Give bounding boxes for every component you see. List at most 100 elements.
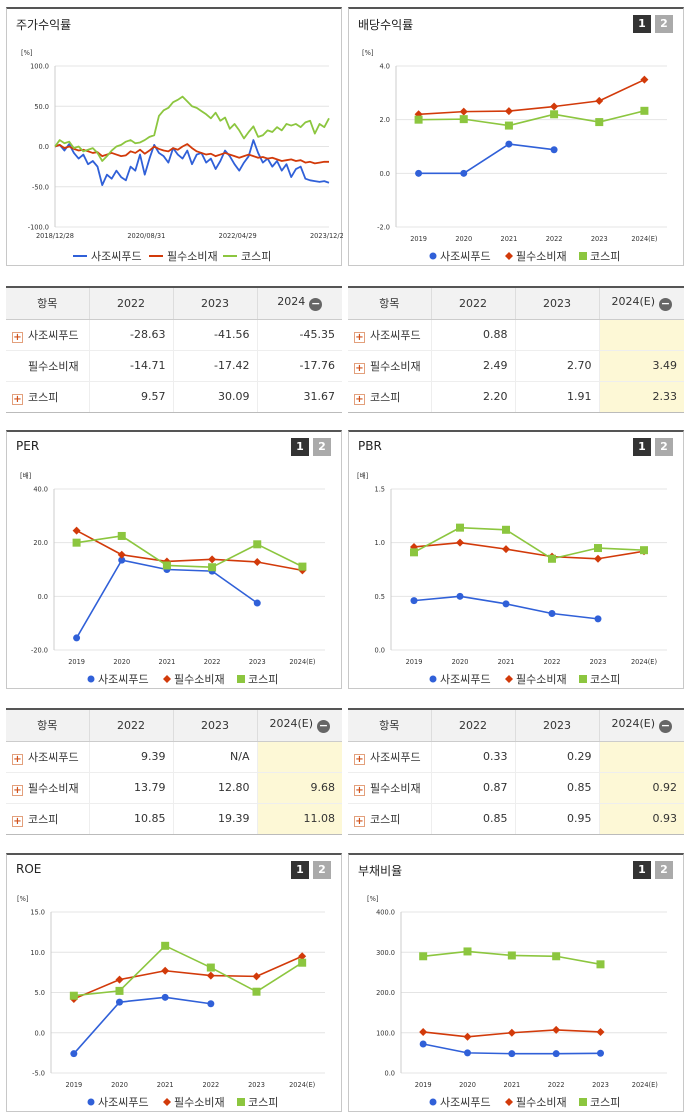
table-cell bbox=[257, 741, 342, 773]
x-tick-label: 2024(E) bbox=[631, 235, 657, 243]
table-cell: 9.68 bbox=[257, 772, 342, 804]
data-point bbox=[207, 1000, 215, 1008]
data-point bbox=[508, 1050, 516, 1058]
series-line bbox=[73, 945, 303, 997]
y-tick-label: 40.0 bbox=[33, 486, 48, 494]
table-row: + 코스피 0.85 0.95 0.93 bbox=[348, 803, 684, 834]
chart-toggle-2-button[interactable]: 2 bbox=[655, 438, 673, 456]
y-tick-label: 100.0 bbox=[30, 63, 49, 71]
data-point bbox=[117, 531, 126, 540]
table-cell: 0.93 bbox=[599, 803, 684, 834]
x-tick-label: 2024(E) bbox=[631, 658, 657, 666]
data-point bbox=[206, 971, 215, 980]
data-point bbox=[252, 987, 261, 996]
x-tick-label: 2023/12/28 bbox=[310, 232, 343, 240]
x-tick-label: 2023 bbox=[590, 658, 607, 666]
data-point bbox=[237, 1098, 245, 1106]
data-point bbox=[594, 554, 602, 563]
table-cell: 0.92 bbox=[599, 772, 684, 804]
y-tick-label: -100.0 bbox=[28, 224, 49, 232]
x-tick-label: 2023 bbox=[591, 235, 608, 243]
expand-icon[interactable]: + bbox=[354, 362, 365, 374]
chart-toggle-1-button[interactable]: 1 bbox=[291, 861, 309, 879]
chart-panel-per: PER 1 2 [배] 40.0 20.0 0.0 -20.0 2019 2020 2021 2… bbox=[6, 430, 342, 689]
data-point bbox=[87, 1098, 95, 1106]
data-point bbox=[640, 75, 649, 84]
expand-icon[interactable]: + bbox=[354, 815, 365, 827]
y-tick-label: 300.0 bbox=[376, 949, 395, 957]
data-point bbox=[459, 107, 468, 116]
data-point bbox=[502, 525, 510, 534]
table-cell: -17.42 bbox=[173, 350, 258, 382]
x-tick-label: 2019 bbox=[68, 658, 85, 666]
legend-label: 사조씨푸드 bbox=[440, 250, 491, 263]
expand-icon[interactable]: + bbox=[12, 753, 23, 765]
legend-label: 사조씨푸드 bbox=[440, 673, 491, 686]
y-tick-label: 0.0 bbox=[380, 170, 391, 178]
table-header: 2022 bbox=[431, 710, 516, 742]
chart-toggle-2-button[interactable]: 2 bbox=[313, 861, 331, 879]
chart-title: 부채비율 bbox=[358, 864, 403, 878]
legend-label: 코스피 bbox=[590, 1096, 620, 1109]
table-pbr: 항목 2022 2023 2024(E) − + 사조씨푸드 0.33 0.29 + 필수소비재 0.… bbox=[348, 708, 684, 835]
series-line bbox=[54, 95, 330, 162]
collapse-icon[interactable]: − bbox=[659, 719, 673, 734]
chart-toggle-1-button[interactable]: 1 bbox=[633, 438, 651, 456]
legend-label: 필수소비재 bbox=[516, 250, 567, 263]
legend-label: 코스피 bbox=[590, 673, 620, 686]
collapse-icon[interactable]: − bbox=[317, 719, 331, 734]
expand-icon[interactable]: + bbox=[12, 331, 23, 343]
table-header: 항목 bbox=[348, 288, 432, 320]
expand-icon[interactable]: + bbox=[354, 784, 365, 796]
data-point bbox=[505, 140, 513, 148]
data-point bbox=[507, 1028, 516, 1037]
table-row: + 사조씨푸드 -28.63 -41.56 -45.35 bbox=[6, 319, 342, 351]
chart-toggle-2-button[interactable]: 2 bbox=[655, 861, 673, 879]
data-point bbox=[410, 542, 418, 551]
data-point bbox=[410, 548, 418, 557]
x-tick-label: 2020 bbox=[113, 658, 130, 666]
chart-title: 주가수익률 bbox=[16, 18, 72, 32]
legend-label: 사조씨푸드 bbox=[440, 1096, 491, 1109]
data-point bbox=[594, 615, 602, 623]
chart-toggle: 1 2 bbox=[633, 438, 673, 456]
x-tick-label: 2022 bbox=[544, 658, 561, 666]
table-cell: -41.56 bbox=[173, 319, 258, 351]
data-point bbox=[429, 252, 437, 260]
data-point bbox=[595, 118, 604, 127]
row-label: + 코스피 bbox=[348, 803, 432, 834]
dividend-chart: [%] 4.0 2.0 0.0 -2.0 2019 2020 2021 2022 2023 2024… bbox=[362, 49, 667, 263]
y-tick-label: 1.5 bbox=[375, 486, 386, 494]
series-line bbox=[413, 541, 645, 560]
table-row: + 필수소비재 13.79 12.80 9.68 bbox=[6, 772, 342, 804]
expand-icon[interactable]: + bbox=[12, 393, 23, 405]
data-point bbox=[162, 561, 171, 570]
chart-toggle-1-button[interactable]: 1 bbox=[633, 861, 651, 879]
x-tick-label: 2020/08/31 bbox=[127, 232, 165, 240]
collapse-icon[interactable]: − bbox=[309, 297, 323, 312]
table-cell: 12.80 bbox=[173, 772, 258, 804]
chart-toggle-2-button[interactable]: 2 bbox=[313, 438, 331, 456]
y-unit-label: [%] bbox=[21, 49, 32, 57]
expand-icon[interactable]: + bbox=[12, 815, 23, 827]
table-cell: 10.85 bbox=[89, 803, 174, 834]
legend-label: 코스피 bbox=[241, 250, 271, 263]
table-header: 2022 bbox=[89, 288, 174, 320]
row-label-text: 코스피 bbox=[28, 812, 59, 826]
expand-icon[interactable]: + bbox=[354, 393, 365, 405]
legend-label: 필수소비재 bbox=[516, 673, 567, 686]
chart-toggle-1-button[interactable]: 1 bbox=[633, 15, 651, 33]
debt-chart: [%] 400.0 300.0 200.0 100.0 0.0 2019 2020 2021 20… bbox=[367, 895, 667, 1109]
expand-icon[interactable]: + bbox=[354, 331, 365, 343]
expand-icon[interactable]: + bbox=[12, 784, 23, 796]
collapse-icon[interactable]: − bbox=[659, 297, 673, 312]
chart-toggle-2-button[interactable]: 2 bbox=[655, 15, 673, 33]
row-label-text: 사조씨푸드 bbox=[28, 750, 79, 764]
series-line bbox=[54, 143, 329, 165]
row-label: + 코스피 bbox=[6, 381, 90, 412]
expand-icon[interactable]: + bbox=[354, 753, 365, 765]
table-header-label: 2024(E) bbox=[611, 295, 656, 309]
chart-toggle-1-button[interactable]: 1 bbox=[291, 438, 309, 456]
table-cell: 31.67 bbox=[303, 390, 336, 404]
data-point bbox=[410, 597, 418, 605]
